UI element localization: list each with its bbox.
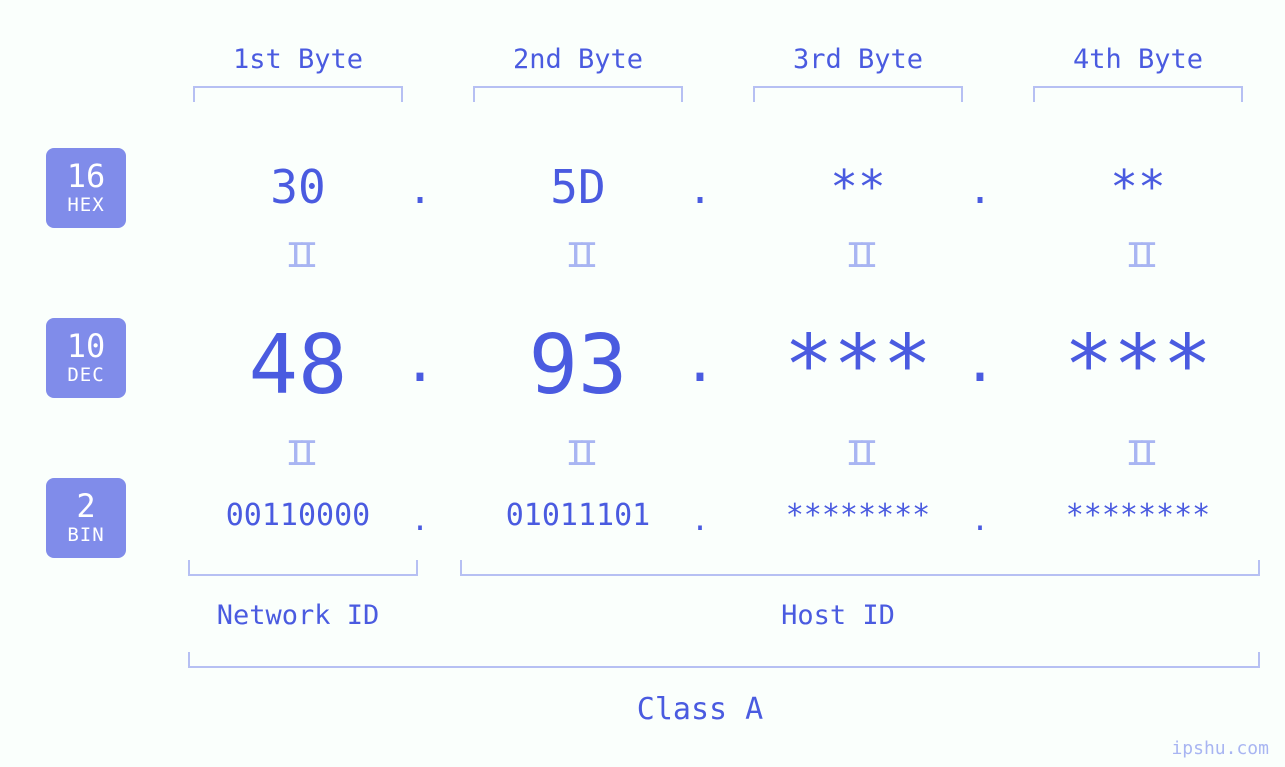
dec-dot-3: . (960, 330, 1000, 395)
equals-icon: II (1108, 434, 1168, 474)
header-byte-1: 1st Byte (168, 44, 428, 75)
hex-dot-2: . (680, 167, 720, 213)
header-byte-4: 4th Byte (1008, 44, 1268, 75)
equals-icon: II (548, 236, 608, 276)
diagram-canvas: 16 HEX 10 DEC 2 BIN 1st Byte 2nd Byte 3r… (0, 0, 1285, 767)
header-byte-2: 2nd Byte (448, 44, 708, 75)
label-class: Class A (500, 692, 900, 727)
badge-hex-num: 16 (67, 160, 106, 194)
bin-dot-1: . (400, 503, 440, 538)
header-byte-3: 3rd Byte (728, 44, 988, 75)
badge-hex: 16 HEX (46, 148, 126, 228)
dec-byte-4: *** (988, 318, 1285, 413)
top-bracket-1 (193, 86, 403, 102)
badge-dec: 10 DEC (46, 318, 126, 398)
badge-dec-label: DEC (67, 366, 104, 386)
equals-icon: II (1108, 236, 1168, 276)
dec-dot-2: . (680, 330, 720, 395)
watermark: ipshu.com (1171, 738, 1269, 759)
bracket-network-id (188, 560, 418, 576)
badge-bin-num: 2 (76, 490, 95, 524)
equals-icon: II (268, 434, 328, 474)
badge-bin: 2 BIN (46, 478, 126, 558)
bin-dot-3: . (960, 503, 1000, 538)
equals-icon: II (268, 236, 328, 276)
dec-dot-1: . (400, 330, 440, 395)
top-bracket-2 (473, 86, 683, 102)
bin-byte-4: ******** (988, 498, 1285, 533)
badge-bin-label: BIN (67, 526, 104, 546)
equals-icon: II (828, 434, 888, 474)
label-host-id: Host ID (688, 600, 988, 631)
label-network-id: Network ID (148, 600, 448, 631)
top-bracket-3 (753, 86, 963, 102)
equals-icon: II (828, 236, 888, 276)
top-bracket-4 (1033, 86, 1243, 102)
bracket-host-id (460, 560, 1260, 576)
bracket-class (188, 652, 1260, 668)
badge-dec-num: 10 (67, 330, 106, 364)
badge-hex-label: HEX (67, 196, 104, 216)
equals-icon: II (548, 434, 608, 474)
bin-dot-2: . (680, 503, 720, 538)
hex-dot-3: . (960, 167, 1000, 213)
hex-dot-1: . (400, 167, 440, 213)
hex-byte-4: ** (988, 160, 1285, 214)
